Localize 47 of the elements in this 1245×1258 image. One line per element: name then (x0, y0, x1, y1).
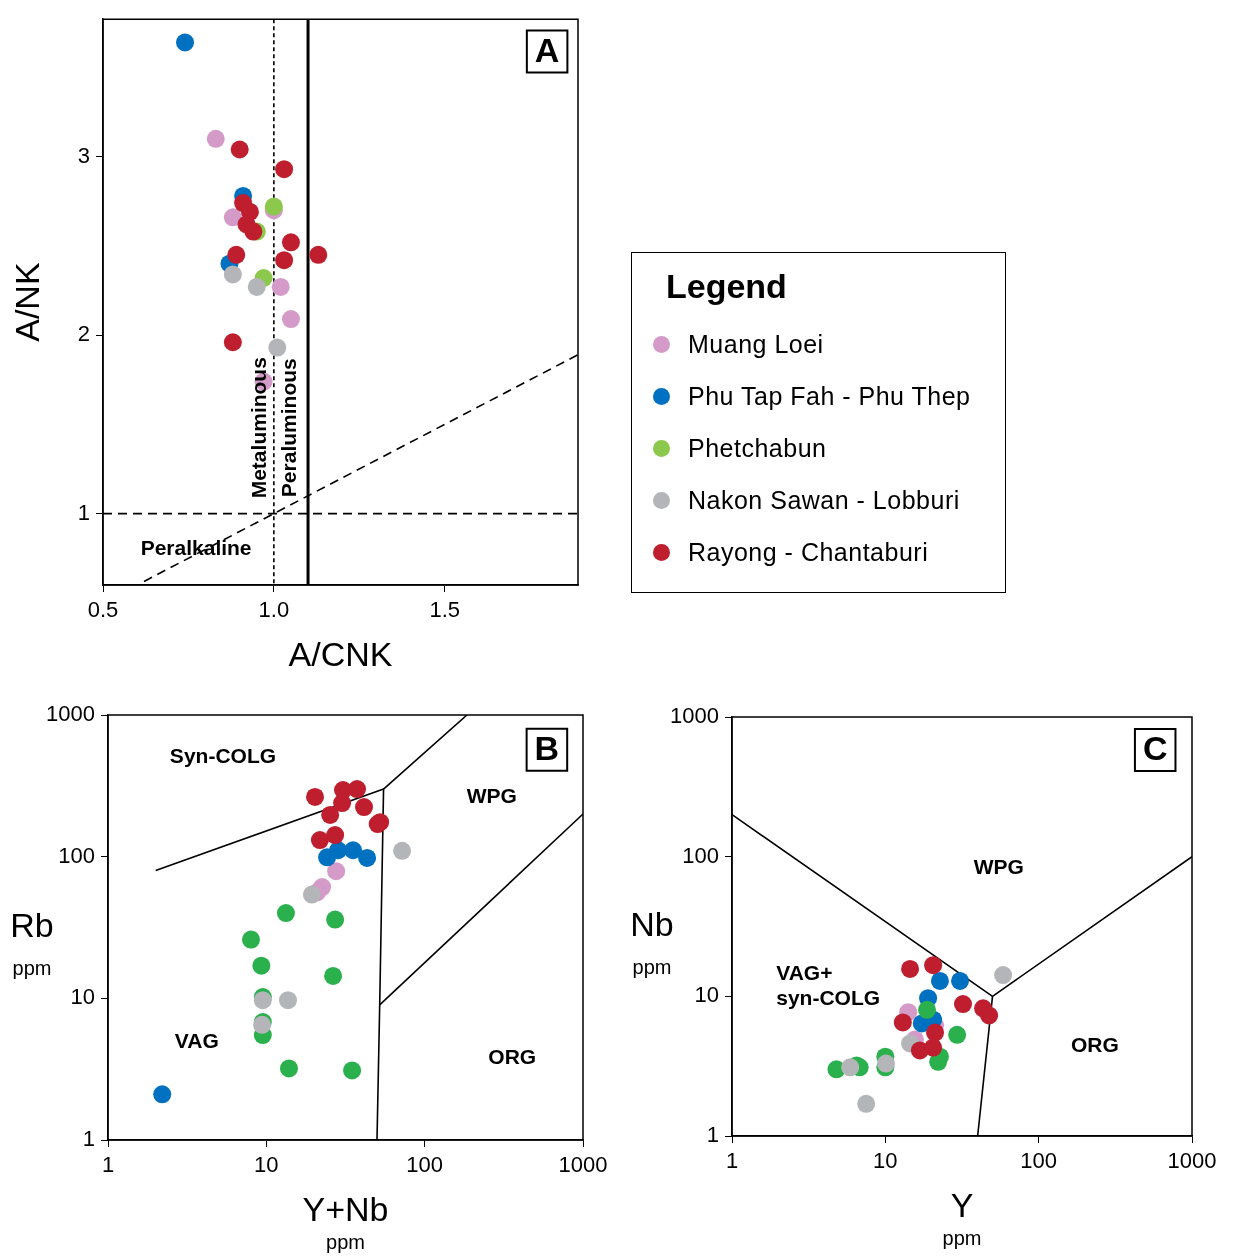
annotation: A (534, 30, 560, 69)
legend-label: Phu Tap Fah - Phu Thep (688, 381, 971, 411)
y-tick-label: 1 (706, 1122, 719, 1148)
y-tick-label: 2 (77, 321, 90, 347)
y-tick-label: 1 (82, 1126, 95, 1152)
x-axis-title: Y+Nb ppm (302, 1190, 389, 1253)
x-tick-label: 100 (406, 1152, 444, 1178)
legend-label: Phetchabun (688, 433, 827, 463)
annotation: C (1142, 729, 1168, 768)
x-tick-label: 1000 (558, 1152, 608, 1178)
legend-label: Nakon Sawan - Lobburi (688, 485, 960, 515)
x-tick-label: 1 (101, 1152, 115, 1178)
annotation: Peraluminous (276, 358, 300, 498)
annotation: Syn-COLG (169, 743, 277, 767)
x-axis-title: Y ppm (942, 1186, 982, 1249)
x-tick-label: 1 (725, 1148, 739, 1174)
annotation: Metaluminous (247, 357, 271, 499)
x-tick-label: 100 (1020, 1148, 1058, 1174)
legend-label: Rayong - Chantaburi (688, 537, 929, 567)
y-tick-label: 3 (77, 142, 90, 168)
annotation: ORG (1071, 1032, 1119, 1056)
x-axis-title: A/CNK (288, 635, 393, 674)
legend-title: Legend (666, 267, 788, 306)
y-axis-title: Nb ppm (630, 904, 674, 979)
x-tick-label: 1.5 (429, 597, 461, 623)
x-tick-label: 0.5 (87, 597, 119, 623)
annotation: ORG (488, 1044, 537, 1068)
y-tick-label: 1 (77, 499, 90, 525)
annotation: B (534, 729, 560, 768)
x-tick-label: 10 (254, 1152, 279, 1178)
y-tick-label: 10 (694, 982, 719, 1008)
legend-label: Muang Loei (688, 329, 824, 359)
y-axis-title: Rb ppm (10, 905, 54, 980)
y-tick-label: 100 (58, 842, 95, 868)
x-tick-label: 1000 (1167, 1148, 1217, 1174)
y-tick-label: 1000 (46, 701, 95, 727)
annotation: WPG (466, 783, 517, 807)
annotation: Peralkaline (140, 536, 252, 560)
y-tick-label: 100 (682, 842, 719, 868)
y-axis-title: A/NK (8, 262, 47, 342)
x-tick-label: 10 (873, 1148, 898, 1174)
annotation: VAG (174, 1028, 219, 1052)
y-tick-label: 1000 (670, 703, 719, 729)
annotation: WPG (973, 854, 1024, 878)
x-tick-label: 1.0 (258, 597, 290, 623)
y-tick-label: 10 (70, 984, 95, 1010)
annotation: VAG+ syn-COLG (776, 961, 881, 1010)
